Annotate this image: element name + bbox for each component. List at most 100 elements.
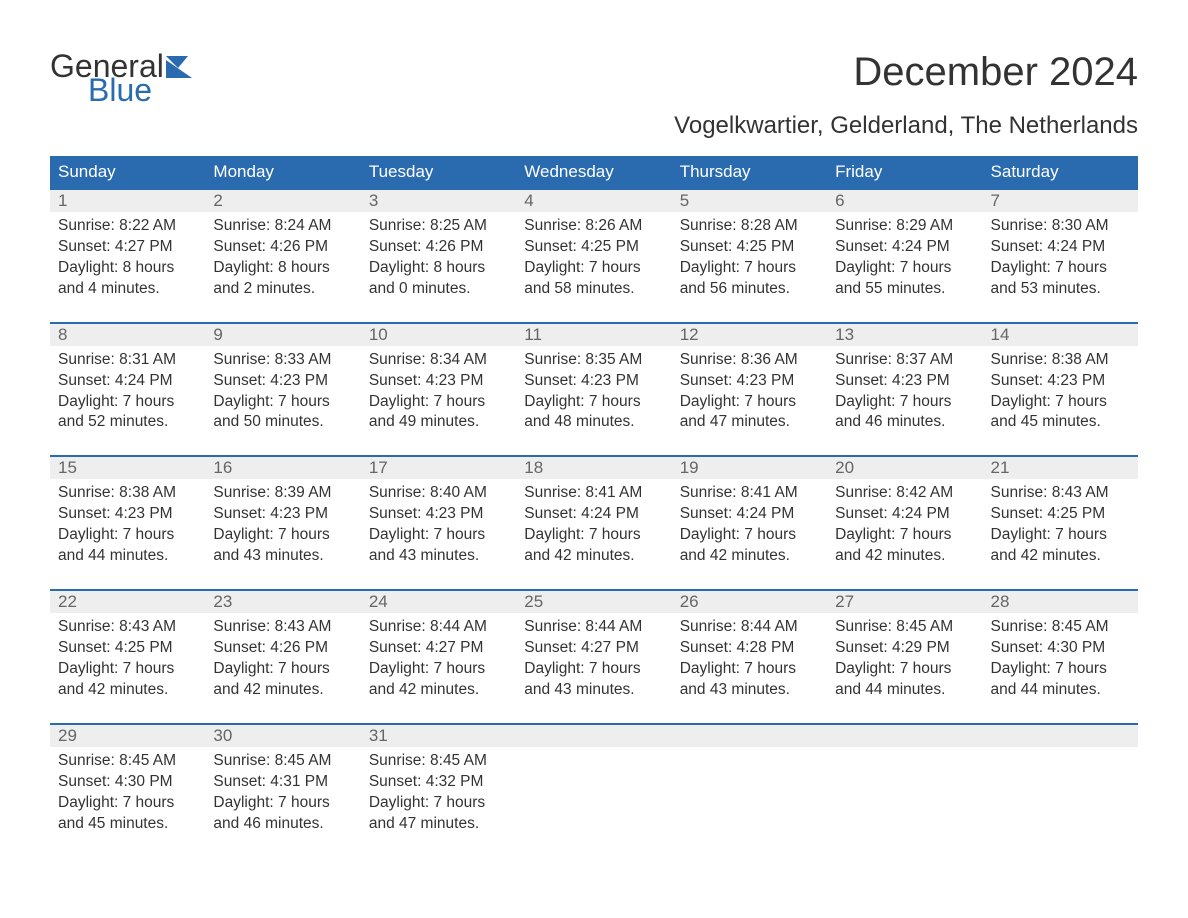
day-cell: 27Sunrise: 8:45 AMSunset: 4:29 PMDayligh… (827, 589, 982, 703)
day-number: 6 (827, 188, 982, 212)
day-info: Sunrise: 8:38 AMSunset: 4:23 PMDaylight:… (983, 346, 1138, 436)
weekday-wednesday: Wednesday (516, 156, 671, 188)
page-title: December 2024 (853, 50, 1138, 95)
daylight-text-line2: and 44 minutes. (835, 680, 974, 701)
brand-logo: General Blue (50, 50, 196, 106)
daylight-text-line2: and 44 minutes. (991, 680, 1130, 701)
sunrise-text: Sunrise: 8:31 AM (58, 350, 197, 371)
day-number: 15 (50, 455, 205, 479)
day-info: Sunrise: 8:41 AMSunset: 4:24 PMDaylight:… (516, 479, 671, 569)
sunrise-text: Sunrise: 8:43 AM (991, 483, 1130, 504)
day-info: Sunrise: 8:40 AMSunset: 4:23 PMDaylight:… (361, 479, 516, 569)
day-number: 23 (205, 589, 360, 613)
day-number: 11 (516, 322, 671, 346)
day-cell (983, 723, 1138, 837)
calendar-week: 22Sunrise: 8:43 AMSunset: 4:25 PMDayligh… (50, 589, 1138, 703)
day-number: 4 (516, 188, 671, 212)
sunrise-text: Sunrise: 8:45 AM (369, 751, 508, 772)
daylight-text-line2: and 48 minutes. (524, 412, 663, 433)
sunset-text: Sunset: 4:24 PM (835, 504, 974, 525)
sunset-text: Sunset: 4:23 PM (991, 371, 1130, 392)
day-number: 25 (516, 589, 671, 613)
brand-blue-text: Blue (88, 74, 196, 106)
sunset-text: Sunset: 4:24 PM (835, 237, 974, 258)
daylight-text-line1: Daylight: 7 hours (213, 392, 352, 413)
sunrise-text: Sunrise: 8:45 AM (835, 617, 974, 638)
daylight-text-line1: Daylight: 8 hours (58, 258, 197, 279)
daylight-text-line1: Daylight: 7 hours (680, 392, 819, 413)
sunset-text: Sunset: 4:23 PM (213, 371, 352, 392)
sunset-text: Sunset: 4:26 PM (369, 237, 508, 258)
day-number: 22 (50, 589, 205, 613)
day-info: Sunrise: 8:45 AMSunset: 4:30 PMDaylight:… (983, 613, 1138, 703)
daylight-text-line1: Daylight: 7 hours (991, 525, 1130, 546)
day-info: Sunrise: 8:25 AMSunset: 4:26 PMDaylight:… (361, 212, 516, 302)
sunset-text: Sunset: 4:23 PM (680, 371, 819, 392)
day-info: Sunrise: 8:44 AMSunset: 4:27 PMDaylight:… (516, 613, 671, 703)
sunset-text: Sunset: 4:24 PM (524, 504, 663, 525)
weekday-header-row: Sunday Monday Tuesday Wednesday Thursday… (50, 156, 1138, 188)
sunrise-text: Sunrise: 8:34 AM (369, 350, 508, 371)
sunset-text: Sunset: 4:27 PM (524, 638, 663, 659)
daylight-text-line2: and 4 minutes. (58, 279, 197, 300)
day-cell (516, 723, 671, 837)
sunset-text: Sunset: 4:23 PM (369, 371, 508, 392)
day-cell: 3Sunrise: 8:25 AMSunset: 4:26 PMDaylight… (361, 188, 516, 302)
daylight-text-line1: Daylight: 7 hours (58, 659, 197, 680)
sunset-text: Sunset: 4:26 PM (213, 237, 352, 258)
day-number: 17 (361, 455, 516, 479)
sunset-text: Sunset: 4:27 PM (369, 638, 508, 659)
day-info: Sunrise: 8:41 AMSunset: 4:24 PMDaylight:… (672, 479, 827, 569)
day-number: 7 (983, 188, 1138, 212)
day-info: Sunrise: 8:45 AMSunset: 4:32 PMDaylight:… (361, 747, 516, 837)
day-number: 28 (983, 589, 1138, 613)
day-number: 20 (827, 455, 982, 479)
day-cell: 28Sunrise: 8:45 AMSunset: 4:30 PMDayligh… (983, 589, 1138, 703)
weekday-monday: Monday (205, 156, 360, 188)
day-cell: 11Sunrise: 8:35 AMSunset: 4:23 PMDayligh… (516, 322, 671, 436)
sunrise-text: Sunrise: 8:25 AM (369, 216, 508, 237)
day-cell: 7Sunrise: 8:30 AMSunset: 4:24 PMDaylight… (983, 188, 1138, 302)
day-cell: 21Sunrise: 8:43 AMSunset: 4:25 PMDayligh… (983, 455, 1138, 569)
daylight-text-line1: Daylight: 7 hours (524, 659, 663, 680)
daylight-text-line1: Daylight: 7 hours (680, 525, 819, 546)
day-cell: 8Sunrise: 8:31 AMSunset: 4:24 PMDaylight… (50, 322, 205, 436)
daylight-text-line2: and 53 minutes. (991, 279, 1130, 300)
daylight-text-line2: and 46 minutes. (835, 412, 974, 433)
day-cell: 5Sunrise: 8:28 AMSunset: 4:25 PMDaylight… (672, 188, 827, 302)
sunrise-text: Sunrise: 8:45 AM (991, 617, 1130, 638)
day-number: 9 (205, 322, 360, 346)
daylight-text-line2: and 52 minutes. (58, 412, 197, 433)
day-info: Sunrise: 8:24 AMSunset: 4:26 PMDaylight:… (205, 212, 360, 302)
sunset-text: Sunset: 4:25 PM (58, 638, 197, 659)
daylight-text-line1: Daylight: 7 hours (835, 525, 974, 546)
sunset-text: Sunset: 4:23 PM (213, 504, 352, 525)
day-info: Sunrise: 8:28 AMSunset: 4:25 PMDaylight:… (672, 212, 827, 302)
sunset-text: Sunset: 4:23 PM (58, 504, 197, 525)
daylight-text-line1: Daylight: 7 hours (58, 793, 197, 814)
day-info: Sunrise: 8:45 AMSunset: 4:29 PMDaylight:… (827, 613, 982, 703)
daylight-text-line2: and 47 minutes. (680, 412, 819, 433)
day-number: 16 (205, 455, 360, 479)
weeks-container: 1Sunrise: 8:22 AMSunset: 4:27 PMDaylight… (50, 188, 1138, 836)
empty-day (672, 723, 827, 747)
day-info: Sunrise: 8:38 AMSunset: 4:23 PMDaylight:… (50, 479, 205, 569)
daylight-text-line2: and 45 minutes. (58, 814, 197, 835)
sunset-text: Sunset: 4:24 PM (680, 504, 819, 525)
sunset-text: Sunset: 4:27 PM (58, 237, 197, 258)
day-cell: 26Sunrise: 8:44 AMSunset: 4:28 PMDayligh… (672, 589, 827, 703)
daylight-text-line1: Daylight: 7 hours (524, 392, 663, 413)
sunset-text: Sunset: 4:24 PM (58, 371, 197, 392)
day-number: 14 (983, 322, 1138, 346)
daylight-text-line2: and 47 minutes. (369, 814, 508, 835)
daylight-text-line1: Daylight: 7 hours (524, 258, 663, 279)
sunrise-text: Sunrise: 8:42 AM (835, 483, 974, 504)
calendar-week: 8Sunrise: 8:31 AMSunset: 4:24 PMDaylight… (50, 322, 1138, 436)
daylight-text-line1: Daylight: 7 hours (213, 659, 352, 680)
sunset-text: Sunset: 4:25 PM (524, 237, 663, 258)
day-info: Sunrise: 8:44 AMSunset: 4:28 PMDaylight:… (672, 613, 827, 703)
sunrise-text: Sunrise: 8:38 AM (58, 483, 197, 504)
sunset-text: Sunset: 4:26 PM (213, 638, 352, 659)
day-cell: 29Sunrise: 8:45 AMSunset: 4:30 PMDayligh… (50, 723, 205, 837)
daylight-text-line2: and 43 minutes. (213, 546, 352, 567)
